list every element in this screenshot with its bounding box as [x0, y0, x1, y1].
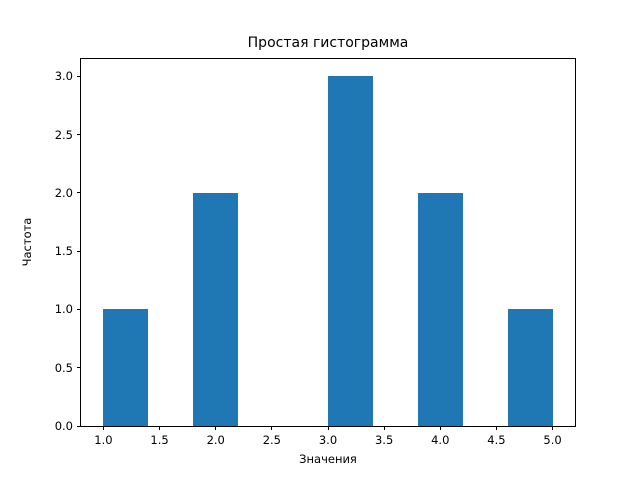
y-tick-mark: [77, 308, 81, 310]
histogram-bar: [103, 309, 149, 426]
x-tick-label: 3.0: [318, 433, 338, 447]
x-tick-label: 1.5: [150, 433, 169, 447]
x-tick-mark: [215, 426, 217, 430]
y-tick-label: 1.0: [54, 302, 73, 317]
y-tick-mark: [77, 192, 81, 194]
x-tick-label: 3.5: [374, 433, 394, 447]
x-tick-mark: [102, 426, 104, 430]
y-tick-mark: [77, 134, 81, 136]
y-tick-mark: [77, 367, 81, 369]
x-axis-label: Значения: [299, 452, 357, 466]
y-tick-mark: [77, 75, 81, 77]
histogram-bar: [328, 76, 373, 426]
y-tick-label: 0.5: [54, 360, 73, 375]
y-axis-label: Частота: [20, 217, 34, 267]
y-tick-label: 0.0: [54, 419, 73, 433]
x-tick-mark: [327, 426, 329, 430]
x-tick-mark: [552, 426, 554, 430]
histogram-bar: [417, 192, 463, 426]
y-tick-label: 3.0: [54, 69, 73, 84]
chart-title: Простая гистограмма: [247, 35, 409, 51]
x-tick-label: 1.0: [94, 433, 113, 447]
x-tick-label: 2.0: [206, 433, 225, 447]
y-tick-label: 1.5: [54, 244, 73, 259]
x-tick-mark: [383, 426, 385, 430]
y-tick-mark: [77, 425, 81, 427]
x-tick-label: 5.0: [543, 433, 562, 447]
x-tick-mark: [271, 426, 273, 430]
y-tick-label: 2.0: [54, 185, 73, 200]
x-tick-mark: [439, 426, 441, 430]
x-tick-label: 4.5: [487, 433, 506, 447]
x-tick-label: 2.5: [262, 433, 282, 447]
y-tick-label: 2.5: [54, 127, 73, 142]
x-tick-mark: [159, 426, 161, 430]
histogram-bar: [193, 192, 239, 426]
y-tick-mark: [77, 250, 81, 252]
histogram-bar: [507, 309, 553, 426]
x-tick-label: 4.0: [431, 433, 450, 447]
plot-area: 1.0 1.5 2.0 2.5 3.0 3.5 4.0 4.5 5.0 0.0 0.5 1.0 1.5 2…: [55, 58, 576, 447]
x-tick-mark: [495, 426, 497, 430]
